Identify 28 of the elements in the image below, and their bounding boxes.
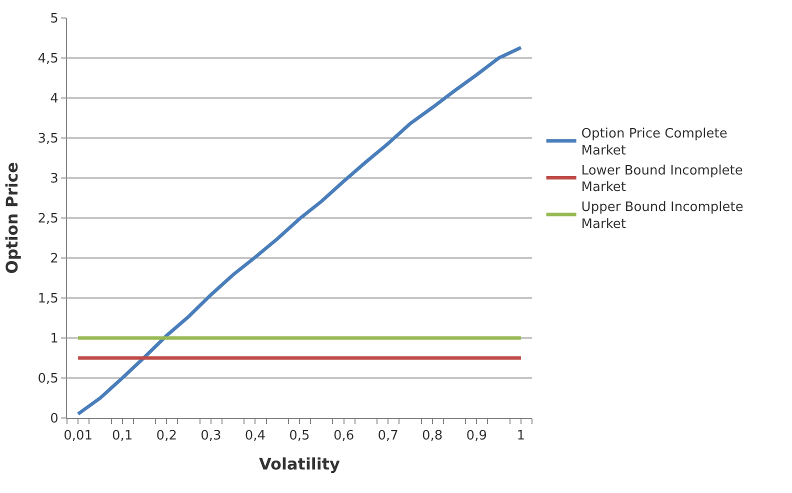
y-tick-label: 4,5: [38, 52, 58, 67]
y-tick-label: 0,5: [38, 372, 58, 387]
y-tick-label: 1,5: [38, 292, 58, 307]
x-tick-label: 0,5: [289, 428, 310, 444]
y-tick-label: 4: [50, 92, 58, 107]
x-tick-label: 0,8: [422, 428, 443, 444]
legend-label: Upper Bound Incomplete Market: [581, 200, 744, 232]
y-tick-label: 3: [50, 172, 58, 187]
x-tick-label: 0,01: [64, 428, 93, 444]
x-tick-label: 1: [516, 428, 526, 444]
x-tick-label: 0,9: [466, 428, 487, 444]
x-tick-label: 0,6: [333, 428, 354, 444]
line-series: [76, 46, 523, 416]
legend-label: Lower Bound Incomplete Market: [581, 163, 743, 196]
y-tick-label: 0: [50, 412, 58, 427]
x-tick-label: 0,1: [112, 428, 133, 444]
x-tick-label: 0,2: [156, 428, 177, 444]
y-axis-title: Option Price: [2, 162, 22, 274]
y-tick-label: 3,5: [38, 132, 58, 147]
y-tick-label: 2,5: [38, 212, 58, 227]
y-tick-label: 2: [50, 252, 58, 267]
x-axis-title: Volatility: [259, 454, 341, 474]
legend-label: Option Price Complete Market: [581, 126, 728, 158]
y-tick-label: 5: [50, 12, 58, 27]
y-tick-label: 1: [50, 332, 58, 347]
x-tick-label: 0,4: [244, 428, 266, 444]
x-tick-label: 0,7: [378, 428, 398, 444]
x-tick-label: 0,3: [200, 428, 222, 444]
